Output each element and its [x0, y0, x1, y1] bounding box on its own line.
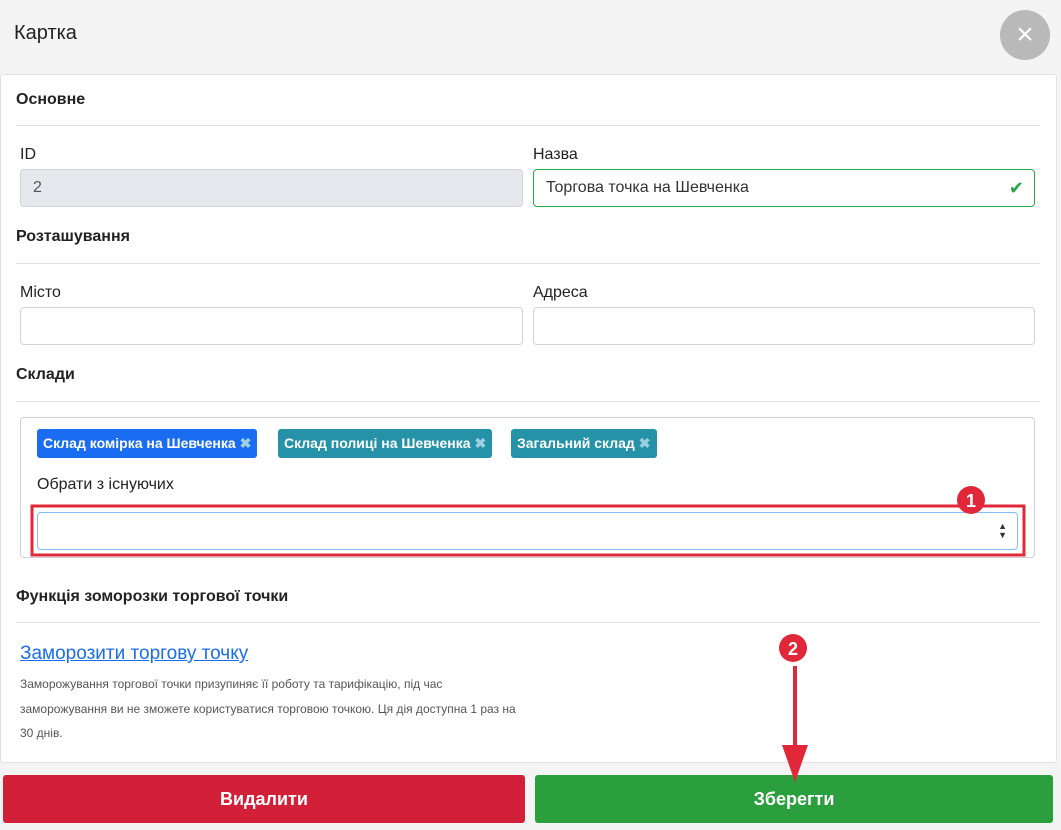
name-value: Торгова точка на Шевченка: [546, 179, 749, 196]
address-label: Адреса: [533, 284, 588, 301]
section-freeze: Функція зоморозки торгової точки: [16, 588, 289, 605]
divider: [16, 401, 1040, 402]
freeze-description: Заморожування торгової точки призупиняє …: [20, 677, 516, 740]
city-label: Місто: [20, 284, 61, 301]
freeze-link[interactable]: Заморозити торгову точку: [20, 643, 249, 664]
divider: [16, 125, 1040, 126]
section-main: Основне: [16, 91, 86, 108]
sort-arrows-icon: ▲ ▼: [998, 521, 1007, 540]
remove-icon[interactable]: ✖: [239, 435, 252, 451]
select-label: Обрати з існуючих: [37, 476, 174, 493]
warehouse-select[interactable]: ▲ ▼: [37, 512, 1018, 550]
close-button[interactable]: ×: [1000, 10, 1050, 60]
warehouse-tag: Загальний склад ✖: [511, 429, 657, 458]
warehouses-box: Склад комірка на Шевченка ✖ Склад полиці …: [20, 417, 1035, 558]
warehouse-tag: Склад комірка на Шевченка ✖: [37, 429, 258, 458]
tag-label: Склад комірка на Шевченка: [43, 435, 236, 451]
warehouse-tag: Склад полиці на Шевченка ✖: [278, 429, 493, 458]
check-icon: ✔: [1008, 178, 1024, 198]
city-field[interactable]: [20, 307, 523, 345]
id-field: 2: [20, 169, 523, 207]
section-warehouses: Склади: [16, 366, 75, 383]
delete-button[interactable]: Видалити: [3, 775, 525, 823]
id-label: ID: [20, 146, 36, 163]
tag-label: Склад полиці на Шевченка: [284, 435, 471, 451]
modal-header: Картка ×: [0, 0, 1061, 74]
remove-icon[interactable]: ✖: [638, 435, 651, 451]
remove-icon[interactable]: ✖: [474, 435, 487, 451]
save-button[interactable]: Зберегти: [535, 775, 1053, 823]
address-field[interactable]: [533, 307, 1035, 345]
tag-label: Загальний склад: [517, 435, 635, 451]
close-icon: ×: [1016, 18, 1034, 51]
modal-title: Картка: [14, 22, 77, 44]
name-label: Назва: [533, 146, 578, 163]
divider: [16, 622, 1040, 623]
section-location: Розташування: [16, 228, 130, 245]
divider: [16, 263, 1040, 264]
name-field[interactable]: Торгова точка на Шевченка ✔: [533, 169, 1035, 207]
